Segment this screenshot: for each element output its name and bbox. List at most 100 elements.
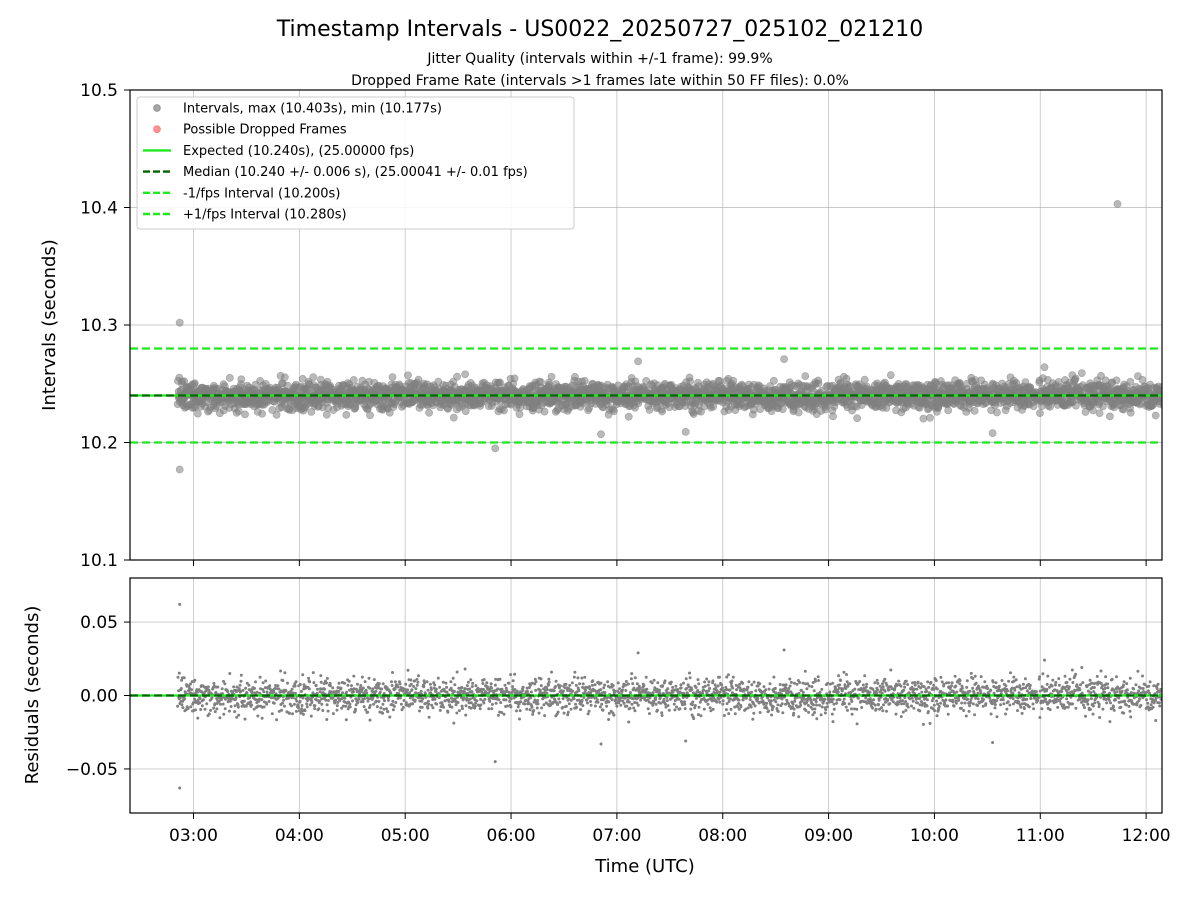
residual-point bbox=[673, 708, 677, 712]
residual-point bbox=[352, 687, 356, 691]
residual-point bbox=[449, 686, 453, 690]
residual-point bbox=[262, 705, 266, 709]
residual-point bbox=[433, 697, 437, 701]
residual-point bbox=[799, 703, 803, 707]
residual-point bbox=[496, 713, 500, 717]
residual-point bbox=[788, 684, 792, 688]
residual-point bbox=[356, 701, 360, 705]
residual-point bbox=[430, 703, 434, 707]
residual-point bbox=[435, 702, 439, 706]
residual-point bbox=[497, 698, 501, 702]
residual-point bbox=[518, 717, 521, 721]
interval-point bbox=[624, 412, 633, 421]
residual-point bbox=[392, 704, 396, 708]
residual-point bbox=[233, 710, 237, 714]
residual-point bbox=[542, 703, 546, 707]
residual-point bbox=[299, 690, 303, 693]
residual-point bbox=[532, 709, 536, 712]
residual-point bbox=[765, 706, 769, 710]
residual-point bbox=[513, 672, 517, 676]
residual-point bbox=[420, 699, 424, 703]
residual-point bbox=[413, 679, 417, 683]
residual-point bbox=[381, 682, 385, 686]
residual-point bbox=[613, 689, 617, 693]
residual-point bbox=[663, 679, 667, 683]
residual-point bbox=[622, 701, 626, 705]
residual-point bbox=[341, 704, 345, 708]
residual-point bbox=[635, 682, 639, 686]
residual-point bbox=[243, 717, 247, 721]
residual-point bbox=[440, 701, 444, 705]
residual-point bbox=[236, 703, 240, 707]
residual-point bbox=[513, 691, 517, 695]
residual-point bbox=[690, 688, 694, 692]
residual-point bbox=[372, 702, 376, 706]
legend-label: Possible Dropped Frames bbox=[183, 123, 347, 138]
residual-point bbox=[650, 681, 654, 685]
residual-point bbox=[305, 705, 309, 709]
residual-point bbox=[331, 712, 335, 716]
residual-point bbox=[775, 707, 779, 710]
residual-point bbox=[648, 712, 651, 716]
residual-point bbox=[533, 682, 537, 686]
residual-point bbox=[523, 702, 527, 706]
interval-point bbox=[658, 407, 666, 416]
residual-point bbox=[509, 673, 513, 677]
residual-point bbox=[343, 681, 347, 685]
residual-point bbox=[308, 680, 312, 684]
residual-point bbox=[219, 702, 222, 706]
residual-point bbox=[638, 687, 642, 690]
interval-point bbox=[1081, 408, 1090, 416]
chart-title: Timestamp Intervals - US0022_20250727_02… bbox=[276, 17, 923, 42]
residual-point bbox=[678, 707, 682, 711]
residual-point bbox=[621, 688, 624, 692]
residual-point bbox=[507, 681, 511, 685]
residual-point bbox=[427, 715, 431, 719]
residual-point bbox=[212, 706, 216, 710]
residual-point bbox=[728, 697, 732, 701]
residual-point bbox=[791, 702, 795, 706]
residual-point bbox=[724, 685, 728, 689]
residual-point bbox=[802, 697, 806, 701]
interval-point bbox=[515, 410, 524, 419]
residual-point bbox=[778, 683, 782, 686]
residual-point bbox=[787, 702, 790, 706]
residual-point bbox=[534, 680, 538, 684]
interval-point bbox=[1112, 376, 1121, 385]
residual-point bbox=[704, 689, 708, 693]
residual-point bbox=[398, 682, 402, 686]
residual-point bbox=[509, 697, 513, 701]
residual-point bbox=[315, 691, 319, 695]
residual-point bbox=[793, 699, 797, 703]
residual-point bbox=[652, 678, 656, 682]
residual-point bbox=[729, 682, 733, 685]
residual-point bbox=[659, 701, 663, 705]
residual-point bbox=[781, 711, 785, 715]
residual-point bbox=[783, 688, 787, 692]
interval-point bbox=[1163, 388, 1170, 395]
interval-point bbox=[1095, 409, 1104, 417]
residual-point bbox=[644, 675, 648, 679]
residual-point bbox=[474, 701, 478, 705]
residual-point bbox=[792, 711, 796, 715]
residual-point bbox=[445, 690, 449, 694]
residual-point bbox=[686, 692, 689, 695]
residual-point bbox=[388, 715, 392, 719]
residual-point bbox=[186, 706, 190, 710]
residual-point bbox=[399, 702, 403, 706]
residual-point bbox=[795, 682, 799, 686]
interval-point bbox=[1164, 376, 1171, 383]
residual-point bbox=[267, 700, 271, 703]
interval-point bbox=[193, 409, 202, 418]
interval-point bbox=[778, 405, 787, 414]
residual-point bbox=[209, 708, 213, 712]
residual-point bbox=[548, 699, 552, 703]
top-ytick-label: 10.2 bbox=[80, 434, 118, 454]
residual-point bbox=[340, 706, 344, 710]
interval-point bbox=[988, 429, 997, 437]
residual-point bbox=[506, 704, 510, 708]
residual-point bbox=[354, 703, 358, 707]
residual-point bbox=[612, 713, 616, 717]
residual-point bbox=[607, 700, 611, 704]
interval-point bbox=[610, 407, 618, 416]
